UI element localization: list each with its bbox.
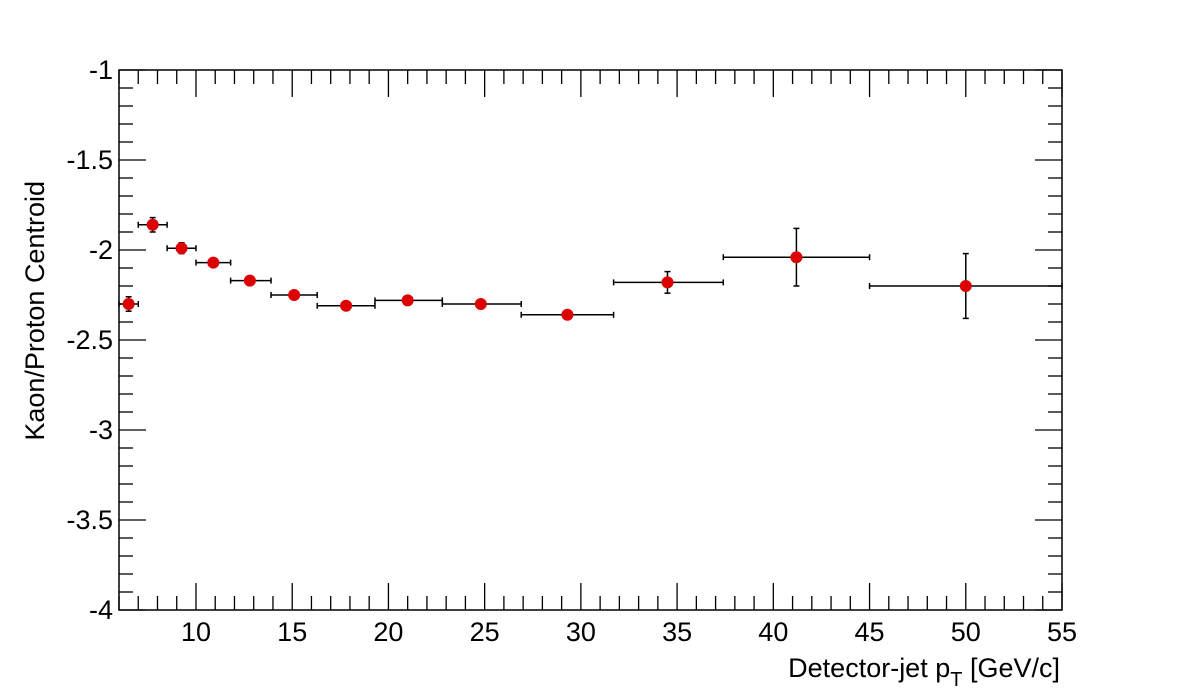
y-tick-label: -3 (89, 415, 113, 445)
data-marker (175, 242, 188, 255)
data-point (270, 289, 318, 301)
x-tick-label: 40 (758, 617, 788, 647)
y-tick-label: -1 (89, 55, 113, 85)
x-tick-label: 25 (470, 617, 500, 647)
y-axis-ticks: -4 -3.5 -3 -2.5 -2 -1.5 -1 (66, 55, 1062, 625)
data-point (441, 298, 522, 310)
data-point (229, 274, 272, 287)
data-point (722, 227, 871, 287)
data-marker (661, 276, 674, 289)
x-tick-label: 10 (181, 617, 211, 647)
data-marker (561, 308, 574, 321)
data-marker (243, 274, 256, 287)
data-point (374, 294, 444, 307)
y-tick-label: -2 (89, 235, 113, 265)
x-tick-label: 35 (662, 617, 692, 647)
data-point (612, 270, 725, 294)
x-tick-label: 55 (1047, 617, 1077, 647)
data-marker (146, 218, 159, 231)
x-tick-label: 50 (951, 617, 981, 647)
data-point (520, 308, 615, 321)
data-point (137, 216, 168, 233)
x-axis-title-main: Detector-jet p (788, 653, 950, 683)
y-tick-label: -4 (89, 595, 113, 625)
x-axis-title-subscript: T (950, 669, 962, 691)
data-marker (790, 251, 803, 264)
data-marker (474, 298, 487, 310)
x-axis-title: Detector-jet pT [GeV/c] (788, 653, 1060, 691)
data-marker (340, 299, 353, 312)
data-marker (401, 294, 414, 307)
y-tick-label: -1.5 (66, 145, 113, 175)
x-tick-label: 15 (277, 617, 307, 647)
x-tick-label: 30 (566, 617, 596, 647)
data-marker (122, 298, 135, 310)
x-tick-label: 45 (855, 617, 885, 647)
data-point (166, 242, 197, 255)
data-marker (288, 289, 301, 301)
x-axis-title-suffix: [GeV/c] (962, 653, 1060, 683)
x-axis-ticks: 10 15 20 25 30 35 40 45 50 55 (118, 70, 1077, 647)
data-marker (959, 280, 972, 292)
data-marker (207, 256, 220, 269)
data-point (868, 252, 1063, 320)
x-tick-label: 20 (373, 617, 403, 647)
y-tick-label: -2.5 (66, 325, 113, 355)
data-point (118, 296, 139, 312)
data-point (316, 299, 376, 312)
y-tick-label: -3.5 (66, 505, 113, 535)
data-point (195, 256, 232, 269)
plot-frame (118, 69, 1063, 611)
y-axis-title: Kaon/Proton Centroid (20, 181, 50, 441)
data-series (118, 216, 1063, 321)
